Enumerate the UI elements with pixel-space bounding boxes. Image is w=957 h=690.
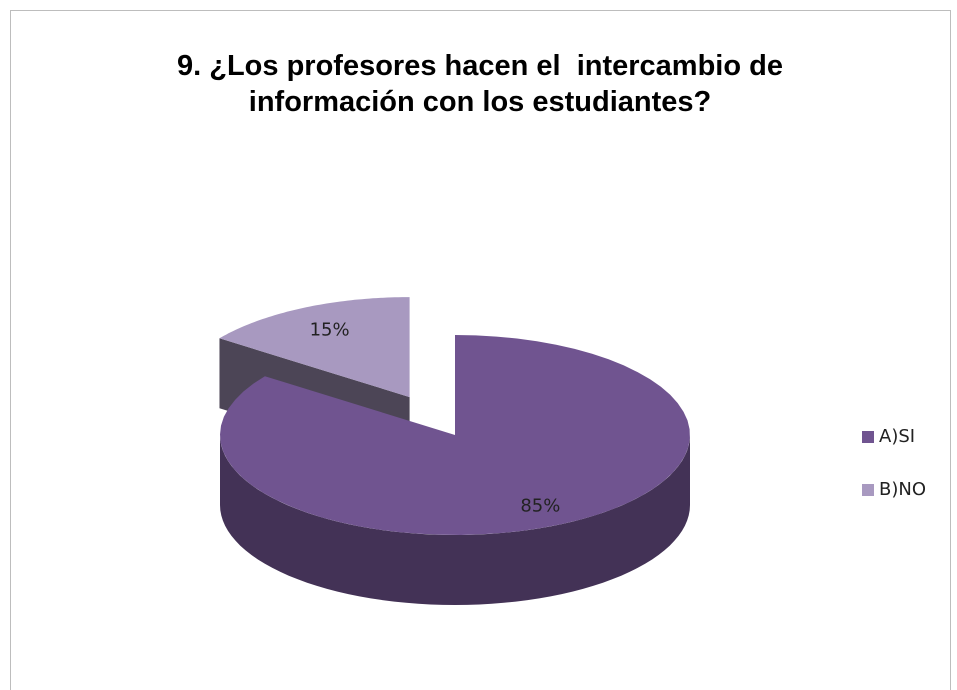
data-label: 85% xyxy=(520,495,560,516)
legend-swatch xyxy=(862,484,874,496)
slice-side xyxy=(220,435,690,605)
slice xyxy=(219,297,410,398)
legend-swatch xyxy=(862,431,874,443)
legend-label: B)NO xyxy=(879,479,926,500)
chart-frame xyxy=(10,10,951,690)
slice xyxy=(220,335,690,535)
data-label: 15% xyxy=(310,319,350,340)
legend-label: A)SI xyxy=(879,426,915,447)
chart-title: 9. ¿Los profesores hacen el intercambio … xyxy=(177,50,792,118)
